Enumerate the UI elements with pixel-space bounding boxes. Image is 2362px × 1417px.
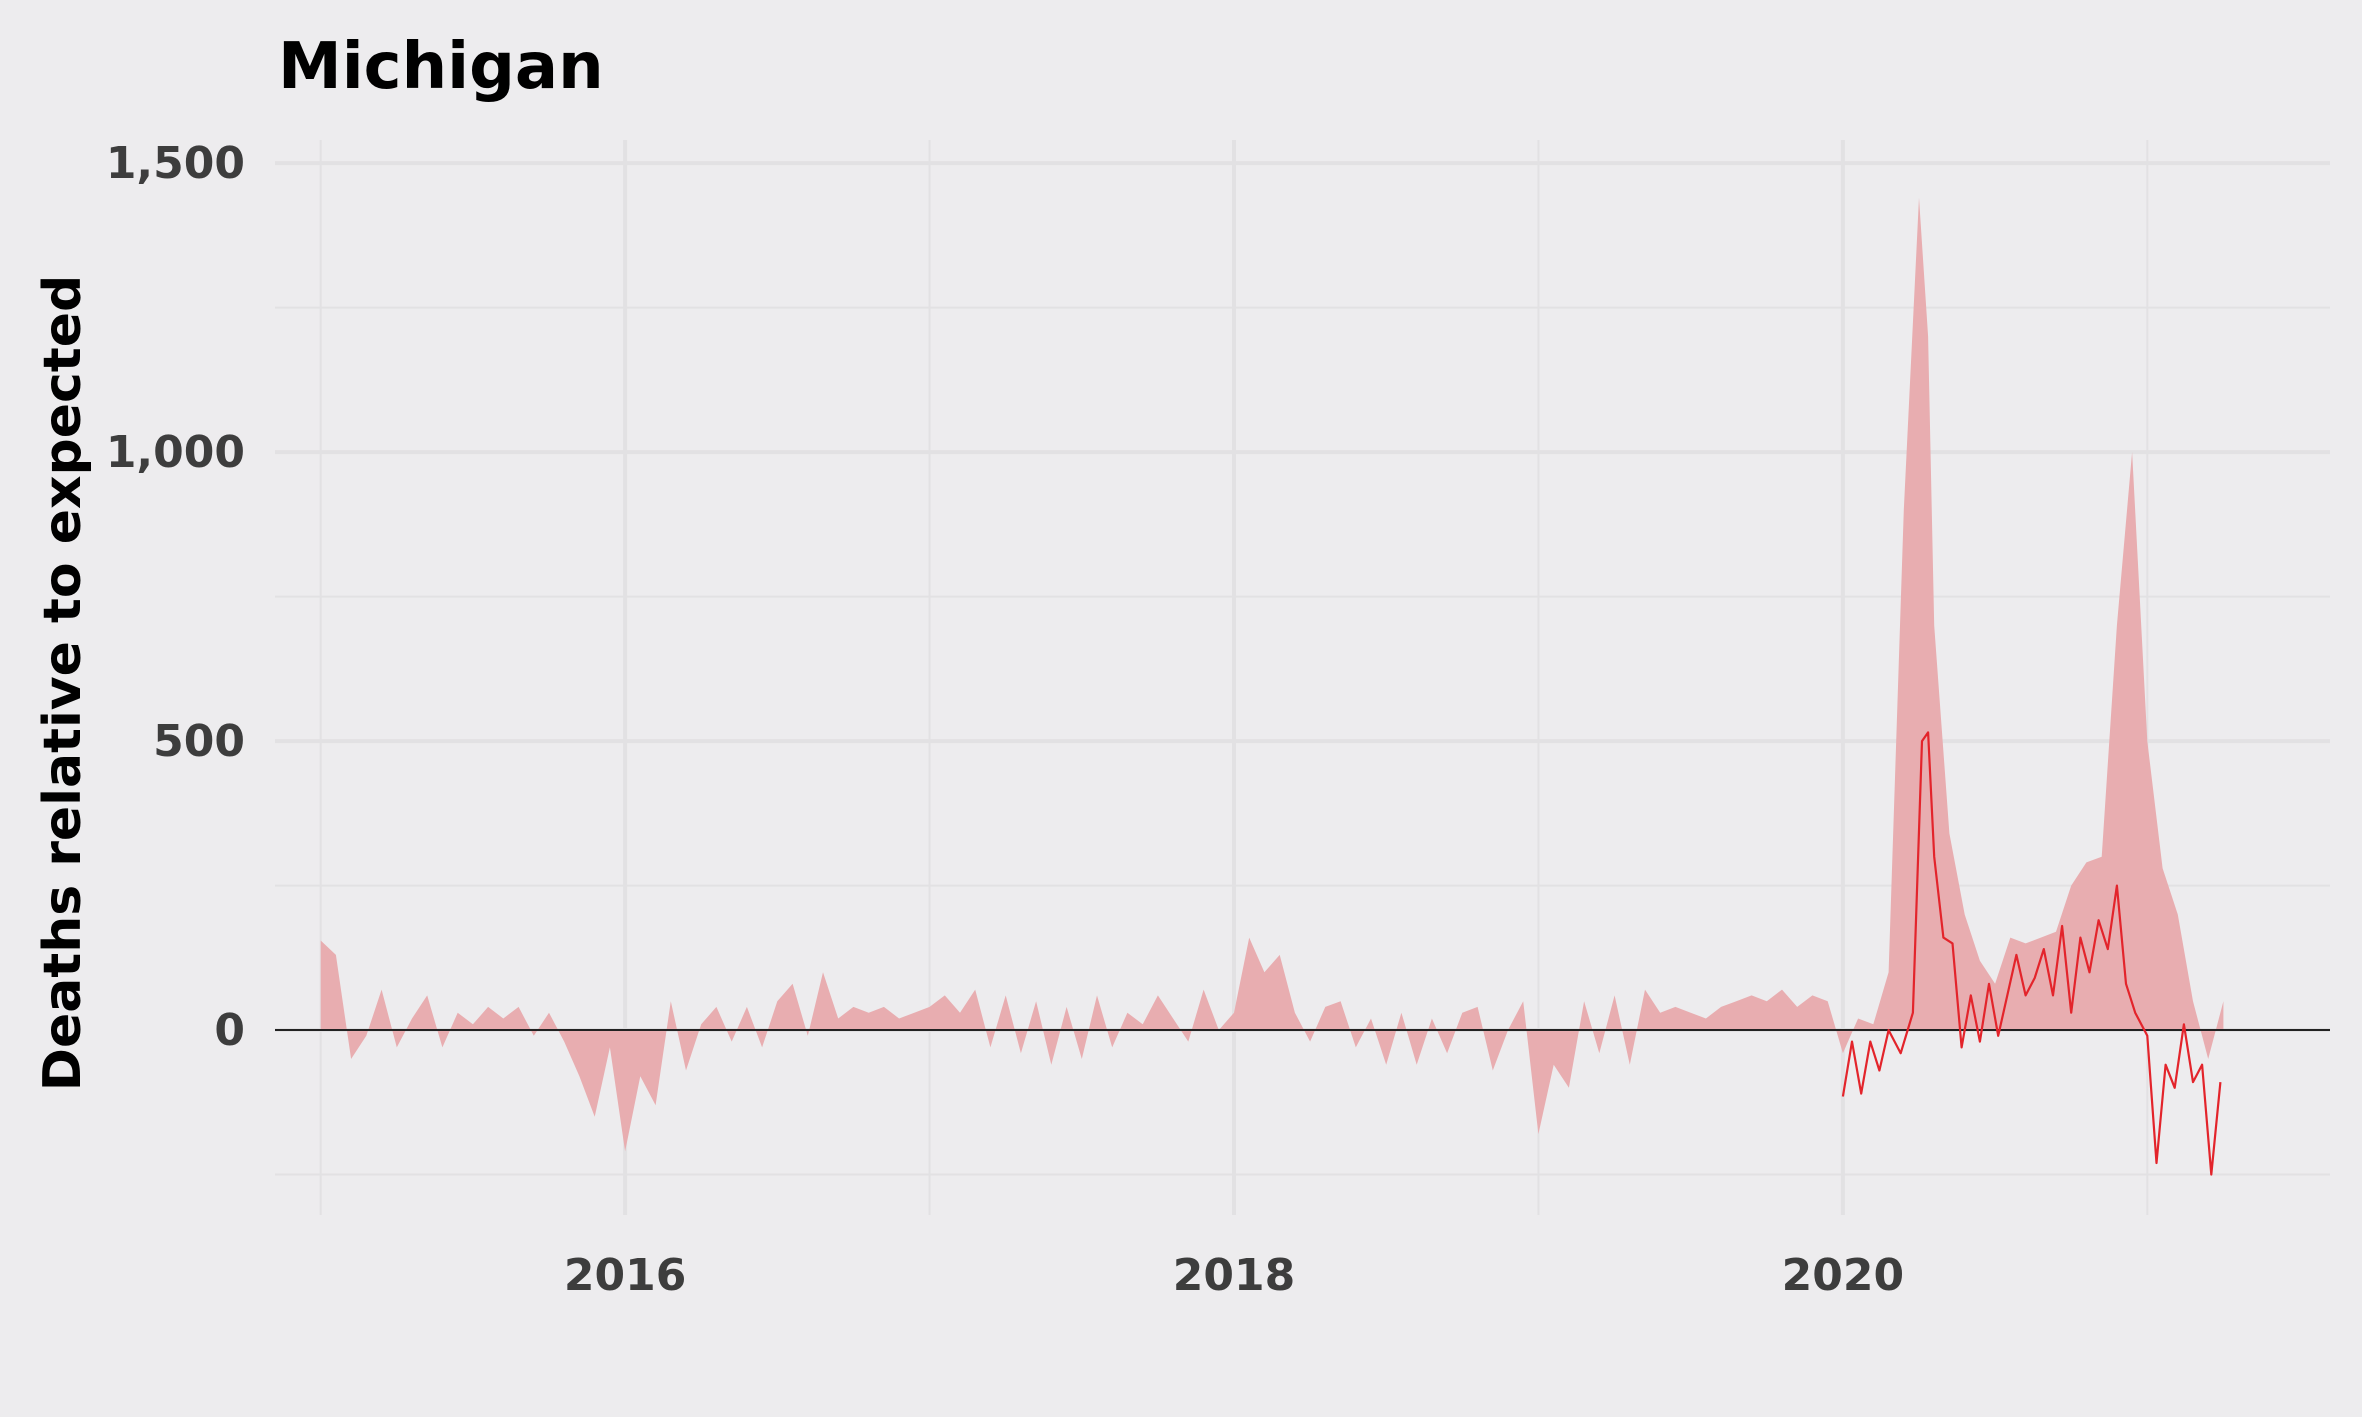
axis-layer: 0 500 1,000 1,500 2016 2018 2020 xyxy=(106,138,1904,1301)
chart-title: Michigan xyxy=(278,30,604,104)
excess-deaths-area xyxy=(320,197,2224,1152)
y-tick-label: 1,500 xyxy=(106,138,245,189)
y-tick-label: 500 xyxy=(153,716,245,767)
x-tick-label: 2016 xyxy=(564,1250,686,1301)
y-tick-label: 1,000 xyxy=(106,427,245,478)
y-tick-label: 0 xyxy=(214,1005,245,1056)
x-tick-label: 2018 xyxy=(1173,1250,1295,1301)
series-layer xyxy=(275,197,2330,1176)
x-tick-label: 2020 xyxy=(1782,1250,1904,1301)
y-axis-title: Deaths relative to expected xyxy=(33,275,93,1091)
excess-deaths-line xyxy=(1841,731,2222,1176)
